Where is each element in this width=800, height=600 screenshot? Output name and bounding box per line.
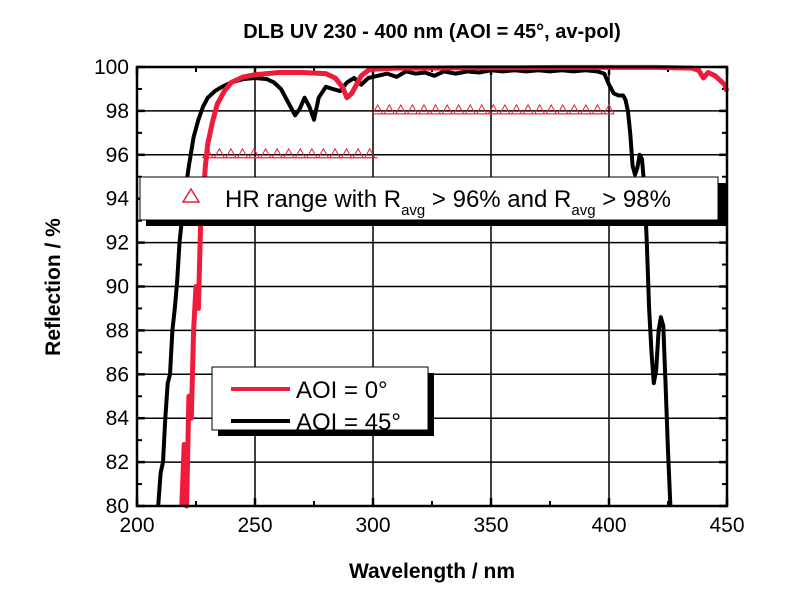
hr-triangle-marker [317, 147, 330, 159]
hr-triangle-marker [259, 147, 272, 159]
hr-triangle-marker [464, 103, 477, 115]
x-tick-label: 350 [473, 514, 508, 537]
x-tick-label: 400 [591, 514, 626, 537]
y-tick-label: 90 [106, 276, 129, 299]
hr-triangle-marker [418, 103, 430, 115]
hr-triangle-marker [340, 147, 353, 159]
x-tick-label: 450 [709, 514, 744, 537]
hr-triangle-marker [406, 103, 419, 115]
hr-triangle-marker [510, 103, 523, 115]
legend-label-aoi45: AOI = 45° [296, 409, 401, 436]
hr-triangle-marker [213, 147, 226, 159]
hr-triangle-marker [591, 103, 604, 115]
hr-triangle-marker [271, 147, 284, 159]
hr-triangle-marker [248, 147, 260, 159]
y-tick-label: 98 [106, 100, 129, 123]
legend-label-aoi0: AOI = 0° [296, 377, 388, 404]
hr-triangle-marker [580, 103, 592, 115]
hr-triangle-marker [568, 103, 581, 115]
hr-triangle-marker [603, 103, 615, 115]
y-tick-label: 86 [106, 363, 129, 386]
chart-title: DLB UV 230 - 400 nm (AOI = 45°, av-pol) [243, 21, 621, 43]
hr-triangle-marker [306, 147, 318, 159]
hr-triangle-marker [294, 147, 307, 159]
x-tick-label: 200 [119, 514, 154, 537]
y-tick-label: 82 [106, 451, 129, 474]
hr-triangle-marker [352, 147, 364, 159]
hr-triangle-marker [282, 147, 295, 159]
legend-series: AOI = 0° AOI = 45° [211, 366, 434, 436]
series-line-aoi-45 [156, 68, 673, 507]
grid [137, 67, 727, 506]
legend-triangle-marker [181, 187, 201, 203]
y-tick-label: 96 [106, 144, 129, 167]
hr-triangle-marker [236, 147, 249, 159]
hr-triangle-marker [441, 103, 453, 115]
hr-triangle-marker [225, 147, 237, 159]
hr-triangle-marker [394, 103, 407, 115]
y-axis-label: Reflection / % [42, 218, 65, 356]
hr-triangle-marker [383, 103, 396, 115]
hr-triangle-marker [556, 103, 569, 115]
y-tick-label: 100 [94, 56, 129, 79]
hr-triangle-marker [329, 147, 341, 159]
x-tick-label: 300 [355, 514, 390, 537]
hr-triangle-marker [522, 103, 534, 115]
hr-triangle-marker [371, 103, 384, 115]
hr-triangle-marker [533, 103, 546, 115]
hr-triangle-marker [363, 147, 376, 159]
y-tick-label: 94 [106, 188, 130, 211]
hr-triangle-marker [475, 103, 488, 115]
y-tick-label: 88 [106, 319, 129, 342]
hr-triangle-marker [487, 103, 500, 115]
hr-triangle-marker [429, 103, 442, 115]
x-axis-label: Wavelength / nm [349, 560, 515, 583]
hr-triangle-marker [452, 103, 465, 115]
y-tick-label: 80 [106, 495, 129, 518]
y-tick-label: 92 [106, 232, 129, 255]
x-tick-label: 250 [237, 514, 272, 537]
legend-hr: HR range with Ravg > 96% and Ravg > 98% [139, 176, 726, 226]
hr-triangle-marker [545, 103, 558, 115]
plot-frame [135, 65, 729, 508]
hr-markers [201, 103, 615, 159]
legend-hr-text: HR range with Ravg > 96% and Ravg > 98% [225, 186, 671, 219]
y-tick-label: 84 [106, 407, 130, 430]
ticks: 200 250 300 350 400 450 80 82 84 86 88 90 92 94 96 98 10… [94, 56, 745, 537]
hr-triangle-marker [499, 103, 511, 115]
